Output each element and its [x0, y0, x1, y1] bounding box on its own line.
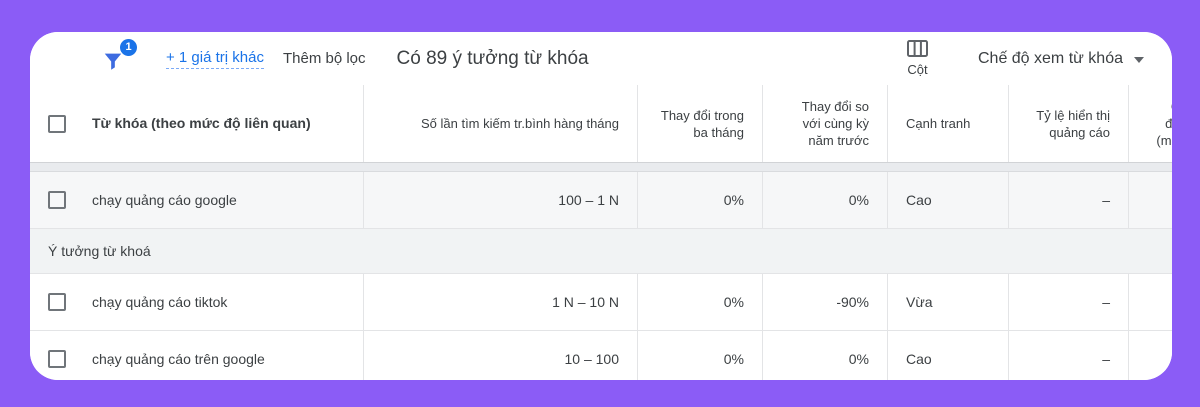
competition-cell: Cao — [887, 331, 1008, 380]
keyword-cell: chạy quảng cáo trên google — [30, 331, 363, 380]
header-monthly-searches[interactable]: Số lần tìm kiếm tr.bình hàng tháng — [363, 85, 637, 162]
competition-cell: Vừa — [887, 274, 1008, 330]
competition-cell: Cao — [887, 172, 1008, 228]
table-header-row: Từ khóa (theo mức độ liên quan) Số lần t… — [30, 85, 1172, 162]
add-filter-button[interactable]: Thêm bộ lọc — [282, 50, 366, 67]
yoy-change-cell: -90% — [762, 274, 887, 330]
three-month-change-cell: 0% — [637, 274, 762, 330]
results-title: Có 89 ý tưởng từ khóa — [396, 47, 589, 69]
view-mode-dropdown[interactable]: Chế độ xem từ khóa — [978, 50, 1144, 68]
row-checkbox[interactable] — [48, 293, 66, 311]
header-competition[interactable]: Cạnh tranh — [887, 85, 1008, 162]
toolbar: 1 + 1 giá trị khác Thêm bộ lọc Có 89 ý t… — [30, 32, 1172, 85]
toolbar-right-group: Cột Chế độ xem từ khóa — [906, 40, 1144, 77]
row-checkbox[interactable] — [48, 350, 66, 368]
keyword-cell: chạy quảng cáo tiktok — [30, 274, 363, 330]
header-keyword[interactable]: Từ khóa (theo mức độ liên quan) — [30, 85, 363, 162]
monthly-searches-cell: 100 – 1 N — [363, 172, 637, 228]
keyword-text: chạy quảng cáo trên google — [92, 351, 265, 367]
keyword-planner-card: 1 + 1 giá trị khác Thêm bộ lọc Có 89 ý t… — [30, 32, 1172, 380]
row-checkbox[interactable] — [48, 191, 66, 209]
filter-count-badge: 1 — [120, 38, 137, 56]
keyword-cell: chạy quảng cáo google — [30, 172, 363, 228]
section-label: Ý tưởng từ khoá — [48, 243, 151, 259]
header-ad-impression-share[interactable]: Tỷ lệ hiển thị quảng cáo — [1008, 85, 1128, 162]
columns-icon — [906, 40, 928, 62]
ad-impression-share-cell: – — [1008, 331, 1128, 380]
filter-button[interactable]: 1 — [102, 38, 137, 72]
chevron-down-icon — [1134, 56, 1144, 63]
top-of-page-bid-cell — [1128, 331, 1172, 380]
three-month-change-cell: 0% — [637, 172, 762, 228]
header-three-month-change[interactable]: Thay đổi trong ba tháng — [637, 85, 762, 162]
table-row-idea-2[interactable]: chạy quảng cáo trên google 10 – 100 0% 0… — [30, 331, 1172, 380]
yoy-change-cell: 0% — [762, 331, 887, 380]
monthly-searches-cell: 10 – 100 — [363, 331, 637, 380]
ad-impression-share-cell: – — [1008, 172, 1128, 228]
top-of-page-bid-cell — [1128, 172, 1172, 228]
header-top-of-page-bid-low[interactable]: Giá thầu đầu trang (mức thấp) — [1128, 85, 1172, 162]
more-filter-values-link[interactable]: + 1 giá trị khác — [166, 49, 264, 69]
keyword-text: chạy quảng cáo tiktok — [92, 294, 228, 310]
keyword-text: chạy quảng cáo google — [92, 192, 237, 208]
table-row-idea-1[interactable]: chạy quảng cáo tiktok 1 N – 10 N 0% -90%… — [30, 274, 1172, 331]
three-month-change-cell: 0% — [637, 331, 762, 380]
ad-impression-share-cell: – — [1008, 274, 1128, 330]
header-divider-band — [30, 162, 1172, 172]
keyword-ideas-section-header: Ý tưởng từ khoá — [30, 229, 1172, 274]
top-of-page-bid-cell — [1128, 274, 1172, 330]
view-mode-label: Chế độ xem từ khóa — [977, 49, 1123, 67]
select-all-checkbox[interactable] — [48, 114, 66, 133]
monthly-searches-cell: 1 N – 10 N — [363, 274, 637, 330]
columns-button-label: Cột — [907, 62, 928, 77]
header-yoy-change[interactable]: Thay đổi so với cùng kỳ năm trước — [762, 85, 887, 162]
table-row-seed-keyword[interactable]: chạy quảng cáo google 100 – 1 N 0% 0% Ca… — [30, 172, 1172, 229]
yoy-change-cell: 0% — [762, 172, 887, 228]
keyword-table: Từ khóa (theo mức độ liên quan) Số lần t… — [30, 85, 1172, 380]
columns-button[interactable]: Cột — [906, 40, 928, 77]
